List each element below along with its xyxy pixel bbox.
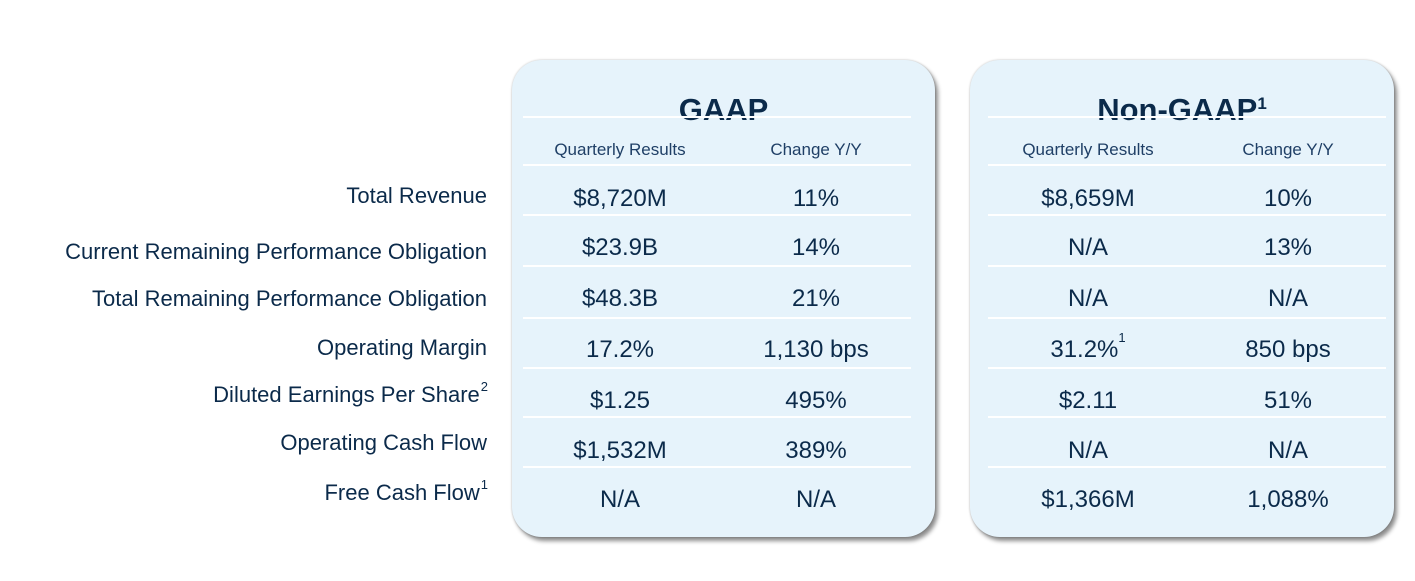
gaap-title: GAAP <box>678 92 769 127</box>
row-label-text: Current Remaining Performance Obligation <box>65 239 487 264</box>
non-gaap-change-yy-cell: 850 bps <box>1245 336 1331 363</box>
gaap-quarterly-result-value: $1,532M <box>573 437 667 464</box>
gaap-quarterly-result-cell: N/A <box>520 486 720 514</box>
non-gaap-quarterly-result-cell: 31.2%1 <box>988 330 1188 364</box>
gaap-quarterly-result-value: $48.3B <box>581 285 659 312</box>
row-label: Total Remaining Performance Obligation <box>92 286 488 312</box>
gaap-quarterly-result-value: $8,720M <box>573 185 667 212</box>
row-label: Operating Margin <box>317 335 488 361</box>
row-label-text: Total Remaining Performance Obligation <box>92 286 487 311</box>
row-label-text: Operating Margin <box>317 335 487 360</box>
row-separator <box>523 265 911 267</box>
non-gaap-quarterly-result-value: N/A <box>1067 285 1108 312</box>
non-gaap-title: Non-GAAP1 <box>1097 92 1267 127</box>
row-label-text: Free Cash Flow <box>324 480 480 505</box>
non-gaap-change-yy-cell: 13% <box>1263 234 1313 261</box>
gaap-change-yy-cell: 21% <box>791 285 841 312</box>
row-label: Free Cash Flow1 <box>324 477 488 506</box>
row-separator <box>523 317 911 319</box>
gaap-quarterly-result-cell: $1.25 <box>520 387 720 415</box>
non-gaap-quarterly-result-value: $8,659M <box>1041 185 1135 212</box>
row-separator <box>988 214 1386 216</box>
gaap-change-yy-cell: 11% <box>792 185 840 212</box>
gaap-quarterly-result-value: $23.9B <box>581 234 659 261</box>
non-gaap-header-change-yy: Change Y/Y <box>1242 140 1334 159</box>
gaap-quarterly-result-cell: $1,532M <box>520 437 720 465</box>
row-label-footnote: 2 <box>480 379 488 394</box>
row-separator <box>988 367 1386 369</box>
row-label-text: Total Revenue <box>346 183 487 208</box>
row-label: Total Revenue <box>346 183 488 209</box>
row-separator <box>523 116 911 118</box>
row-separator <box>988 466 1386 468</box>
non-gaap-quarterly-result-cell: N/A <box>988 437 1188 465</box>
gaap-quarterly-result-cell: $48.3B <box>520 285 720 313</box>
non-gaap-quarterly-result-cell: $2.11 <box>988 387 1188 415</box>
row-separator <box>523 466 911 468</box>
non-gaap-change-yy-cell: 51% <box>1263 387 1313 414</box>
non-gaap-quarterly-result-cell: $1,366M <box>988 486 1188 514</box>
non-gaap-quarterly-result-value: N/A <box>1067 437 1108 464</box>
row-label-text: Diluted Earnings Per Share <box>213 382 480 407</box>
row-separator <box>523 416 911 418</box>
gaap-quarterly-result-value: 17.2% <box>585 336 655 363</box>
row-label-footnote: 1 <box>480 477 488 492</box>
non-gaap-quarterly-result-cell: N/A <box>988 285 1188 313</box>
non-gaap-change-yy-cell: 10% <box>1263 185 1313 212</box>
row-separator <box>988 164 1386 166</box>
non-gaap-quarterly-result-footnote: 1 <box>1118 330 1126 345</box>
gaap-quarterly-result-cell: $23.9B <box>520 234 720 262</box>
row-separator <box>988 416 1386 418</box>
row-separator <box>523 367 911 369</box>
gaap-panel: GAAP Quarterly Results Change Y/Y $8,720… <box>512 60 935 537</box>
row-separator <box>988 317 1386 319</box>
gaap-header-quarterly-results: Quarterly Results <box>554 140 686 159</box>
row-label: Diluted Earnings Per Share2 <box>213 379 488 408</box>
row-separator <box>988 265 1386 267</box>
gaap-quarterly-result-value: N/A <box>599 486 640 513</box>
gaap-quarterly-result-cell: 17.2% <box>520 336 720 364</box>
non-gaap-quarterly-result-value: N/A <box>1067 234 1108 261</box>
non-gaap-change-yy-cell: N/A <box>1267 285 1308 312</box>
gaap-change-yy-cell: 1,130 bps <box>763 336 869 363</box>
non-gaap-panel: Non-GAAP1 Quarterly Results Change Y/Y $… <box>970 60 1394 537</box>
gaap-change-yy-cell: 389% <box>785 437 847 464</box>
non-gaap-quarterly-result-value: 31.2% <box>1050 336 1119 363</box>
non-gaap-quarterly-result-value: $1,366M <box>1041 486 1135 513</box>
non-gaap-quarterly-result-cell: $8,659M <box>988 185 1188 213</box>
row-label: Operating Cash Flow <box>280 430 488 456</box>
row-label-text: Operating Cash Flow <box>280 430 487 455</box>
non-gaap-quarterly-result-value: $2.11 <box>1058 387 1118 414</box>
non-gaap-quarterly-result-cell: N/A <box>988 234 1188 262</box>
row-separator <box>523 214 911 216</box>
gaap-change-yy-cell: N/A <box>795 486 836 513</box>
non-gaap-header-quarterly-results: Quarterly Results <box>1022 140 1154 159</box>
non-gaap-change-yy-cell: N/A <box>1267 437 1308 464</box>
row-separator <box>523 164 911 166</box>
non-gaap-change-yy-cell: 1,088% <box>1247 486 1329 513</box>
gaap-quarterly-result-value: $1.25 <box>589 387 651 414</box>
gaap-change-yy-cell: 14% <box>791 234 841 261</box>
gaap-header-change-yy: Change Y/Y <box>770 140 862 159</box>
row-separator <box>988 116 1386 118</box>
gaap-change-yy-cell: 495% <box>785 387 847 414</box>
gaap-quarterly-result-cell: $8,720M <box>520 185 720 213</box>
row-label: Current Remaining Performance Obligation <box>65 239 488 265</box>
